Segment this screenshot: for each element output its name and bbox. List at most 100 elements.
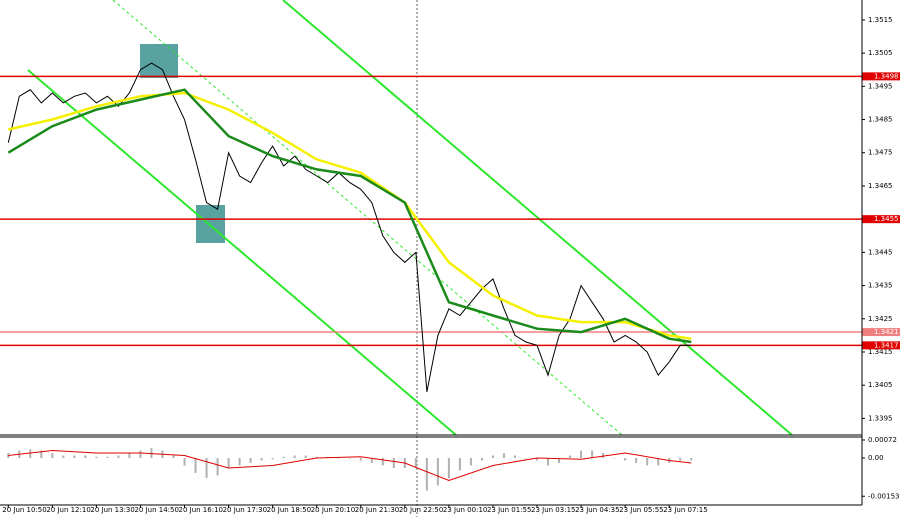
- y-tick-label: 1.3465: [868, 182, 893, 190]
- macd-bar: [29, 449, 32, 458]
- macd-bar: [458, 458, 461, 471]
- macd-bar: [414, 458, 417, 468]
- macd-bar: [260, 458, 263, 461]
- macd-bar: [657, 458, 660, 466]
- x-tick-label: 23 Jun 01:55: [487, 506, 531, 514]
- level-tag: [862, 328, 900, 337]
- level-label: 1.3421: [874, 328, 899, 336]
- macd-bar: [436, 458, 439, 486]
- y-tick-label: 1.3415: [868, 348, 893, 356]
- macd-bar: [613, 458, 616, 459]
- macd-bar: [425, 458, 428, 491]
- y-tick-label: 1.3475: [868, 149, 893, 157]
- macd-bar: [293, 455, 296, 458]
- macd-bar: [271, 458, 274, 460]
- y-tick-label: 1.3485: [868, 116, 893, 124]
- macd-bar: [73, 455, 76, 458]
- macd-bar: [51, 453, 54, 458]
- y-tick-label: -0.00153: [868, 492, 899, 500]
- price-line: [7, 88, 692, 344]
- macd-bar: [591, 450, 594, 458]
- level-label: 1.3498: [874, 72, 899, 80]
- macd-bar: [359, 458, 362, 461]
- y-tick-label: 1.3395: [868, 414, 893, 422]
- y-tick-label: 1.3425: [868, 315, 893, 323]
- macd-bar: [205, 458, 208, 478]
- macd-bar: [216, 458, 219, 476]
- macd-bar: [381, 458, 384, 466]
- macd-bar: [62, 455, 65, 458]
- x-tick-label: 20 Jun 20:10: [311, 506, 355, 514]
- level-tag: [862, 341, 900, 350]
- macd-bar: [513, 455, 516, 458]
- x-tick-label: 20 Jun 14:50: [134, 506, 178, 514]
- y-tick-label: 1.3495: [868, 82, 893, 90]
- x-tick-label: 20 Jun 16:10: [179, 506, 223, 514]
- signal-line: [8, 449, 692, 482]
- level-label: 1.3417: [874, 341, 899, 349]
- level-tag: [862, 72, 900, 81]
- macd-bar: [40, 450, 43, 458]
- macd-bar: [150, 448, 153, 458]
- macd-bar: [491, 455, 494, 458]
- macd-bar: [502, 453, 505, 458]
- macd-bar: [679, 458, 682, 461]
- macd-bar: [304, 455, 307, 458]
- macd-bar: [525, 458, 528, 459]
- x-tick-label: 20 Jun 18:50: [267, 506, 311, 514]
- channel-line: [27, 69, 457, 436]
- macd-bar: [128, 453, 131, 458]
- macd-bar: [348, 458, 351, 459]
- y-tick-label: 0.00: [868, 454, 884, 462]
- macd-bar: [547, 458, 550, 466]
- macd-bar: [249, 458, 252, 463]
- y-tick-label: 1.3445: [868, 248, 893, 256]
- macd-bar: [7, 453, 10, 458]
- x-tick-label: 20 Jun 12:10: [46, 506, 90, 514]
- x-tick-label: 23 Jun 05:55: [619, 506, 663, 514]
- x-tick-label: 23 Jun 03:15: [531, 506, 575, 514]
- macd-bar: [690, 458, 693, 461]
- price-line: [7, 62, 692, 392]
- macd-bar: [238, 458, 241, 466]
- macd-bar: [646, 458, 649, 466]
- macd-bar: [139, 450, 142, 458]
- macd-bar: [282, 456, 285, 458]
- macd-bar: [106, 456, 109, 458]
- macd-bar: [480, 458, 483, 461]
- macd-bar: [183, 458, 186, 466]
- entry-zone: [196, 205, 225, 243]
- macd-bar: [580, 450, 583, 458]
- macd-bar: [315, 456, 318, 458]
- macd-bar: [558, 458, 561, 463]
- y-tick-label: 1.3405: [868, 381, 893, 389]
- x-tick-label: 20 Jun 22:50: [399, 506, 443, 514]
- macd-bar: [635, 458, 638, 463]
- macd-bar: [602, 453, 605, 458]
- level-tag: [862, 215, 900, 224]
- macd-bar: [370, 458, 373, 463]
- macd-bar: [569, 455, 572, 458]
- macd-bar: [469, 458, 472, 466]
- macd-bar: [194, 458, 197, 473]
- entry-zone: [140, 44, 178, 78]
- macd-bar: [447, 458, 450, 478]
- x-tick-label: 23 Jun 07:15: [663, 506, 707, 514]
- macd-bar: [84, 455, 87, 458]
- macd-bar: [536, 458, 539, 461]
- plot-layer: 1.3515 1.3505 1.3495 1.3485 1.3475 1.3465 1.34…: [0, 16, 900, 514]
- macd-bar: [392, 458, 395, 468]
- macd-bar: [624, 458, 627, 461]
- y-tick-label: 1.3435: [868, 282, 893, 290]
- macd-bar: [227, 458, 230, 468]
- macd-bar: [117, 455, 120, 458]
- channel-line: [282, 0, 793, 436]
- x-tick-label: 20 Jun 21:30: [355, 506, 399, 514]
- macd-bar: [337, 458, 340, 459]
- x-tick-label: 20 Jun 10:50: [2, 506, 46, 514]
- y-tick-label: 1.3505: [868, 49, 893, 57]
- level-label: 1.3455: [874, 215, 899, 223]
- x-tick-label: 20 Jun 17:30: [223, 506, 267, 514]
